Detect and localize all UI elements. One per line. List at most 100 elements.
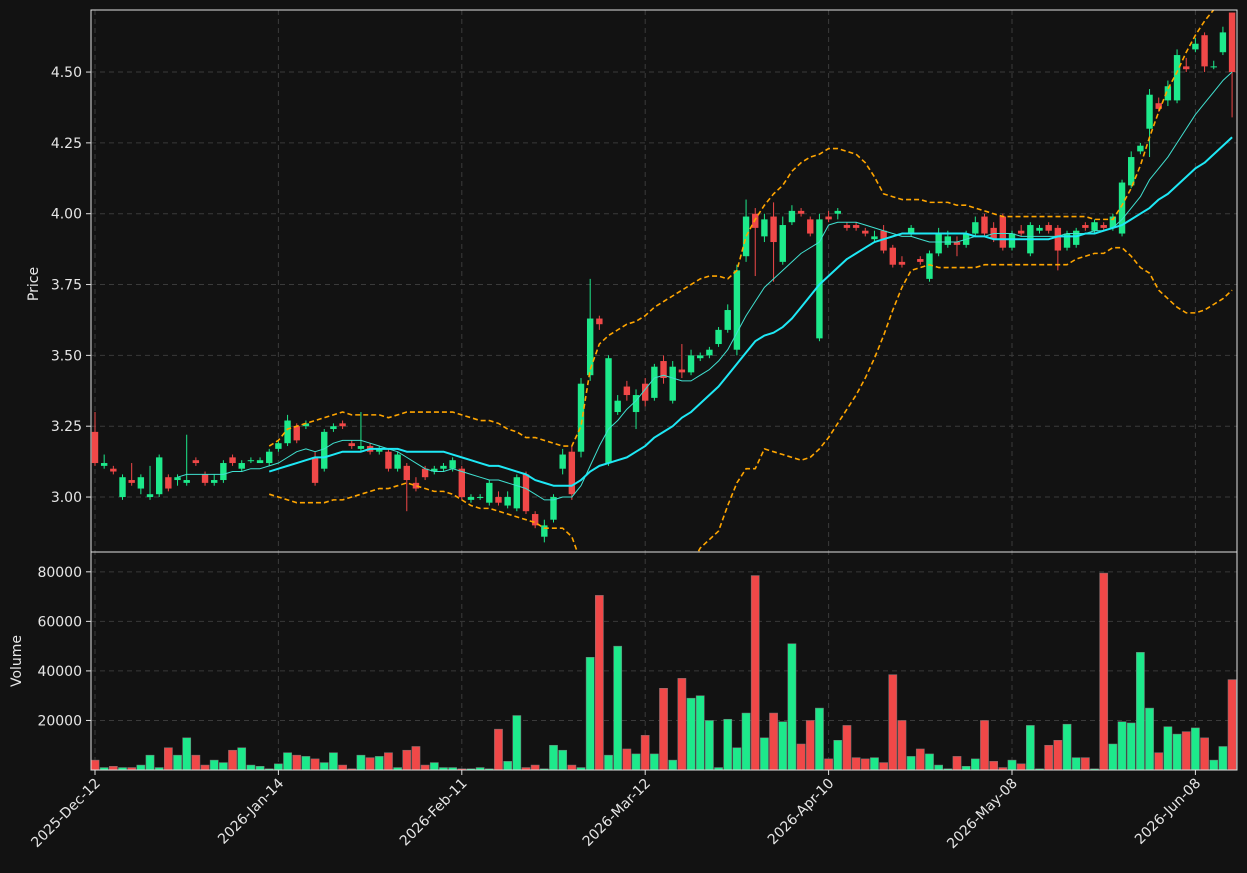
- candle-body: [852, 225, 860, 228]
- volume-bar: [1053, 740, 1063, 770]
- volume-bar: [108, 766, 118, 770]
- volume-bar: [136, 764, 146, 770]
- volume-bar: [778, 721, 788, 770]
- candle-body: [660, 361, 667, 379]
- candle-body: [495, 497, 502, 503]
- candle-body: [321, 431, 328, 469]
- volume-bar: [494, 728, 503, 770]
- candle-body: [1045, 225, 1052, 231]
- candle-body: [981, 216, 988, 234]
- candle-body: [183, 480, 190, 483]
- volume-bar: [1191, 727, 1200, 770]
- candle-body: [550, 497, 557, 520]
- candle-body: [596, 318, 603, 325]
- volume-bar: [851, 757, 861, 770]
- volume-bar: [879, 762, 888, 770]
- candle-body: [421, 468, 429, 478]
- volume-bar: [915, 748, 925, 770]
- volume-bar: [503, 761, 512, 770]
- candle-body: [834, 210, 841, 214]
- volume-bar: [1071, 757, 1081, 770]
- candle-body: [715, 329, 722, 345]
- volume-bar: [659, 688, 668, 770]
- candle-body: [486, 482, 493, 503]
- volume-bar: [384, 752, 393, 770]
- volume-bar: [1145, 707, 1154, 770]
- candle-body: [1137, 145, 1144, 152]
- volume-bar: [1062, 723, 1072, 770]
- candle-body: [110, 468, 117, 472]
- candle-body: [211, 480, 218, 483]
- candle-body: [1219, 32, 1227, 53]
- candle-body: [614, 400, 621, 413]
- candle-body: [1118, 182, 1126, 234]
- volume-bar: [650, 753, 659, 770]
- volume-bar: [91, 759, 100, 770]
- candle-body: [476, 497, 484, 499]
- candle-body: [339, 423, 346, 427]
- volume-bar: [1227, 679, 1237, 770]
- candle-body: [128, 480, 135, 483]
- volume-bar: [402, 749, 412, 770]
- candle-body: [229, 457, 236, 464]
- volume-tick-label: 40000: [37, 664, 82, 680]
- candle-body: [1017, 230, 1025, 234]
- candle-body: [1109, 216, 1117, 228]
- overlay-line: [268, 136, 1233, 487]
- candle-body: [1082, 225, 1089, 228]
- candle-body: [311, 457, 319, 483]
- y-tick-label: 3.00: [51, 490, 82, 506]
- volume-bar: [1081, 757, 1090, 770]
- candle-body: [605, 358, 612, 464]
- candle-body: [623, 386, 631, 396]
- candle-body: [440, 465, 447, 469]
- volume-bar: [1126, 722, 1136, 770]
- candle-body: [449, 460, 456, 469]
- candle-body: [797, 210, 805, 214]
- candle-body: [586, 318, 594, 376]
- candle-body: [1063, 233, 1071, 248]
- volume-bar: [870, 757, 879, 770]
- volume-bar: [1007, 759, 1017, 770]
- candle-body: [330, 426, 337, 430]
- candle-body: [889, 247, 896, 265]
- volume-bar: [613, 645, 623, 770]
- candle-body: [779, 225, 786, 262]
- volume-bar: [723, 718, 733, 770]
- candle-body: [1008, 233, 1016, 248]
- volume-bar: [549, 744, 558, 770]
- candle-body: [1100, 225, 1107, 228]
- volume-bar: [805, 720, 815, 770]
- candle-body: [293, 426, 300, 441]
- volume-bar: [1163, 726, 1173, 770]
- candle-body: [944, 236, 952, 245]
- volume-bar: [622, 748, 632, 770]
- volume-bar: [512, 715, 522, 770]
- volume-bar: [274, 763, 283, 770]
- volume-bar: [934, 764, 943, 770]
- volume-bar: [750, 575, 760, 770]
- candle-body: [1173, 55, 1181, 101]
- volume-bar: [1025, 725, 1035, 770]
- candle-body: [385, 451, 392, 469]
- candle-body: [531, 514, 539, 526]
- volume-bar: [686, 697, 696, 770]
- volume-bar: [374, 756, 384, 770]
- candle-body: [522, 474, 530, 512]
- candle-body: [220, 463, 227, 481]
- volume-bar: [1117, 721, 1127, 770]
- candle-body: [458, 468, 465, 498]
- volume-bar: [191, 754, 201, 770]
- volume-bar: [237, 747, 247, 770]
- volume-bar: [567, 764, 577, 770]
- candle-body: [238, 463, 245, 469]
- volume-bar: [365, 757, 375, 770]
- candle-body: [706, 349, 713, 356]
- candle-body: [275, 443, 282, 449]
- volume-bar: [769, 712, 778, 770]
- volume-bar: [255, 766, 265, 770]
- volume-bar: [420, 764, 430, 770]
- y-tick-label: 3.50: [51, 348, 82, 364]
- candle-body: [1146, 94, 1153, 129]
- y-tick-label: 4.50: [51, 65, 82, 81]
